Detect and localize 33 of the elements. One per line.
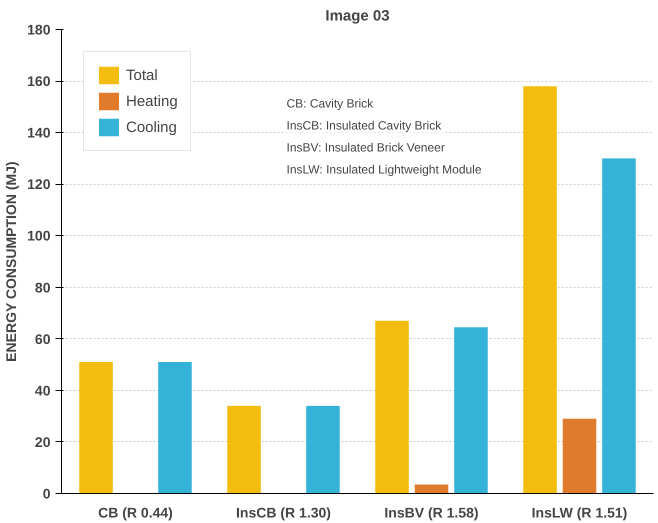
y-tick-label: 160 xyxy=(27,73,51,90)
y-tick-label: 0 xyxy=(42,486,51,502)
y-axis-title: ENERGY CONSUMPTION (MJ) xyxy=(3,161,20,362)
chart-title: Image 03 xyxy=(325,8,390,24)
y-tick-label: 140 xyxy=(27,124,51,141)
x-tick-label: InsLW (R 1.51) xyxy=(532,504,628,520)
y-tick-label: 120 xyxy=(27,176,51,192)
annotation: InsBV: Insulated Brick Veneer xyxy=(286,140,445,154)
y-tick-label: 60 xyxy=(34,330,51,347)
bar xyxy=(414,484,448,494)
x-tick-label: CB (R 0.44) xyxy=(98,504,173,520)
legend-label: Heating xyxy=(126,92,178,110)
legend-label: Cooling xyxy=(126,118,177,136)
x-tick-label: InsBV (R 1.58) xyxy=(384,504,479,520)
annotation: CB: Cavity Brick xyxy=(286,96,374,110)
y-tick-label: 20 xyxy=(34,434,51,450)
bar xyxy=(227,406,261,494)
x-tick-label: InsCB (R 1.30) xyxy=(236,504,331,520)
bar xyxy=(79,362,113,494)
annotation: InsLW: Insulated Lightweight Module xyxy=(286,162,482,176)
y-tick-label: 180 xyxy=(27,22,51,38)
bar xyxy=(375,320,409,494)
legend-label: Total xyxy=(126,66,158,84)
bar xyxy=(602,158,636,494)
bar xyxy=(523,86,557,494)
y-tick-label: 40 xyxy=(34,382,51,398)
annotation: InsCB: Insulated Cavity Brick xyxy=(286,118,442,132)
y-tick-label: 100 xyxy=(27,228,51,244)
bar xyxy=(306,406,340,494)
bar xyxy=(158,362,192,494)
bar xyxy=(562,418,596,494)
bar xyxy=(454,327,488,494)
y-tick-label: 80 xyxy=(34,279,51,296)
